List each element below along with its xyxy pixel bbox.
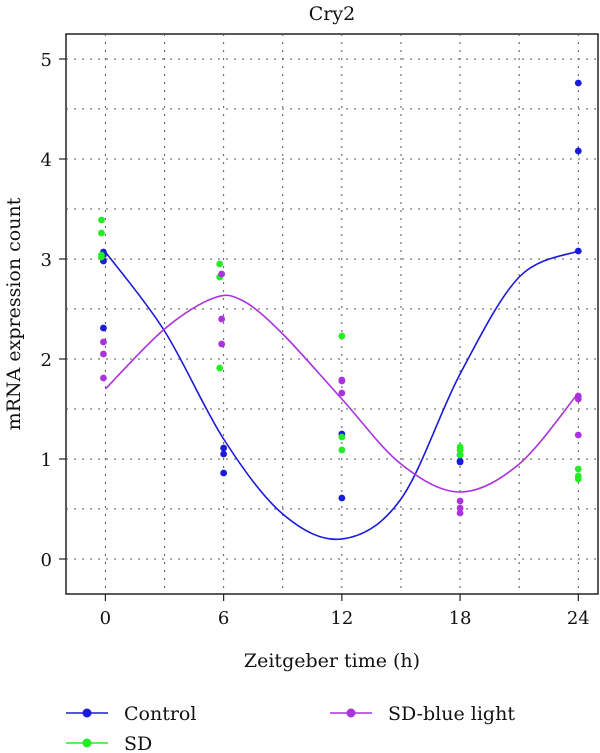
- y-tick-label: 3: [41, 250, 52, 271]
- y-tick-label: 2: [41, 350, 52, 371]
- legend-label-sd-blue-light: SD-blue light: [388, 703, 515, 725]
- point-sd-blue-light: [456, 509, 464, 517]
- y-tick-label: 1: [41, 450, 52, 471]
- fit-curves: [104, 250, 579, 541]
- point-control: [456, 458, 464, 466]
- point-sd-blue-light: [218, 270, 226, 278]
- point-control: [220, 444, 228, 452]
- point-sd-blue-light: [574, 431, 582, 439]
- point-sd: [338, 433, 346, 441]
- x-axis: 0 6 12 18 24: [100, 594, 590, 629]
- point-sd-blue-light: [100, 374, 107, 382]
- legend-marker-sd: [82, 738, 92, 748]
- point-control: [100, 324, 107, 332]
- y-axis-title: mRNA expression count: [3, 197, 25, 430]
- point-control: [220, 469, 228, 477]
- point-sd: [338, 332, 346, 340]
- point-sd-blue-light: [100, 350, 107, 358]
- y-tick-label: 4: [41, 150, 52, 171]
- point-sd-blue-light: [574, 395, 582, 403]
- legend-label-sd: SD: [124, 733, 152, 753]
- point-sd-blue-light: [338, 389, 346, 397]
- point-control: [338, 494, 346, 502]
- point-sd: [456, 446, 464, 454]
- x-axis-title: Zeitgeber time (h): [244, 650, 420, 672]
- fit-curve-sd-blue-light: [104, 294, 579, 493]
- point-control: [220, 450, 228, 458]
- point-sd-blue-light: [218, 340, 226, 348]
- data-points: [98, 79, 582, 517]
- point-sd: [98, 253, 105, 261]
- point-sd: [216, 260, 224, 268]
- point-sd-blue-light: [338, 377, 346, 385]
- y-tick-label: 0: [41, 550, 52, 571]
- point-sd: [456, 451, 464, 459]
- x-tick-label: 18: [449, 608, 472, 629]
- legend-marker-control: [82, 708, 92, 718]
- grid: [66, 34, 598, 594]
- point-sd: [98, 229, 105, 237]
- chart-title: Cry2: [309, 3, 355, 25]
- point-sd-blue-light: [456, 497, 464, 505]
- point-sd: [574, 465, 582, 473]
- point-control: [574, 247, 582, 255]
- x-tick-label: 6: [218, 608, 229, 629]
- point-sd: [338, 446, 346, 454]
- point-control: [574, 79, 582, 87]
- point-sd-blue-light: [218, 315, 226, 323]
- x-tick-label: 24: [567, 608, 590, 629]
- x-tick-label: 0: [100, 608, 111, 629]
- legend-label-control: Control: [124, 703, 196, 725]
- point-sd: [216, 364, 224, 372]
- legend: Control SD SD-blue light: [66, 703, 515, 753]
- point-sd-blue-light: [100, 338, 107, 346]
- plot-frame: [65, 33, 599, 595]
- y-axis: 0 1 2 3 4 5: [41, 50, 66, 571]
- point-sd: [98, 216, 105, 224]
- x-tick-label: 12: [330, 608, 353, 629]
- point-sd-blue-light: [456, 504, 464, 512]
- y-tick-label: 5: [41, 50, 52, 71]
- point-sd: [574, 475, 582, 483]
- point-control: [574, 147, 582, 155]
- legend-marker-sd-blue-light: [346, 708, 356, 718]
- fit-curve-control: [104, 250, 579, 541]
